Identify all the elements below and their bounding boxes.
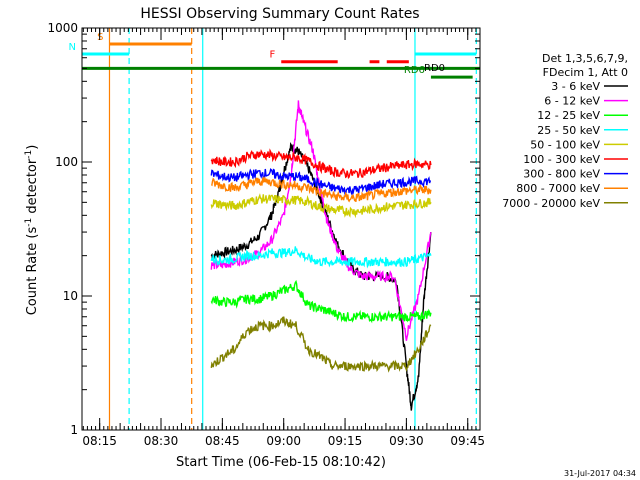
series-line-2 [210, 279, 432, 324]
series-line-6 [210, 168, 431, 198]
y-axis-label: Count Rate (s-1 detector-1) [24, 145, 40, 316]
legend-item-label-8: 7000 - 20000 keV [502, 197, 600, 210]
legend-item-label-7: 800 - 7000 keV [516, 182, 600, 195]
legend-item-label-4: 50 - 100 keV [530, 138, 600, 151]
y-axis-label-sup2: -1 [24, 150, 34, 159]
y-axis-label-tail: detector [25, 158, 40, 218]
status-bar-label-3: F [269, 50, 275, 61]
series-line-3 [210, 246, 432, 269]
legend-item-label-5: 100 - 300 keV [523, 153, 600, 166]
legend-item-label-1: 6 - 12 keV [544, 95, 600, 108]
legend-item-label-3: 25 - 50 keV [537, 124, 600, 137]
x-tick-label-1: 08:30 [144, 434, 179, 448]
series-line-8 [210, 316, 432, 373]
x-axis-label: Start Time (06-Feb-15 08:10:42) [176, 455, 386, 470]
legend-header-1: Det 1,3,5,6,7,9, [542, 52, 628, 65]
y-tick-label-1: 10 [63, 289, 78, 303]
series-line-5 [210, 148, 432, 180]
legend: Det 1,3,5,6,7,9, FDecim 1, Att 0 3 - 6 k… [502, 52, 628, 210]
y-tick-label-0: 1 [70, 423, 78, 437]
legend-item-label-0: 3 - 6 keV [551, 80, 600, 93]
legend-item-label-6: 300 - 800 keV [523, 168, 600, 181]
data-layer: S N F RD6 [69, 28, 480, 430]
y-tick-label-3: 1000 [47, 21, 78, 35]
chart-title: HESSI Observing Summary Count Rates [140, 6, 419, 22]
plot-frame [81, 27, 481, 431]
x-tick-label-5: 09:30 [389, 434, 424, 448]
x-tick-label-3: 09:00 [266, 434, 301, 448]
timestamp: 31-Jul-2017 04:34 [564, 469, 636, 478]
status-bar-label-0: S [97, 32, 103, 43]
legend-header-2: FDecim 1, Att 0 [543, 66, 628, 79]
x-tick-label-2: 08:45 [205, 434, 240, 448]
y-tick-label-2: 100 [55, 155, 78, 169]
series-line-1 [210, 100, 432, 341]
legend-item-label-2: 12 - 25 keV [537, 109, 600, 122]
status-bar-label-1: N [69, 42, 76, 53]
x-tick-label-0: 08:15 [82, 434, 117, 448]
y-axis-label-sup: -1 [24, 218, 34, 227]
y-axis-label-part: Count Rate (s [25, 227, 40, 316]
x-axis: 08:15 08:30 08:45 09:00 09:15 09:30 09:45 [82, 28, 485, 448]
rd0-label: RD0 [424, 63, 445, 74]
x-tick-label-4: 09:15 [328, 434, 363, 448]
series-line-7 [210, 176, 432, 203]
status-bar-label-7: RD6 [404, 65, 425, 76]
x-tick-label-6: 09:45 [450, 434, 485, 448]
y-axis: 1 10 100 1000 [47, 21, 480, 437]
series-line-4 [210, 193, 432, 219]
y-axis-label-end: ) [25, 145, 40, 150]
